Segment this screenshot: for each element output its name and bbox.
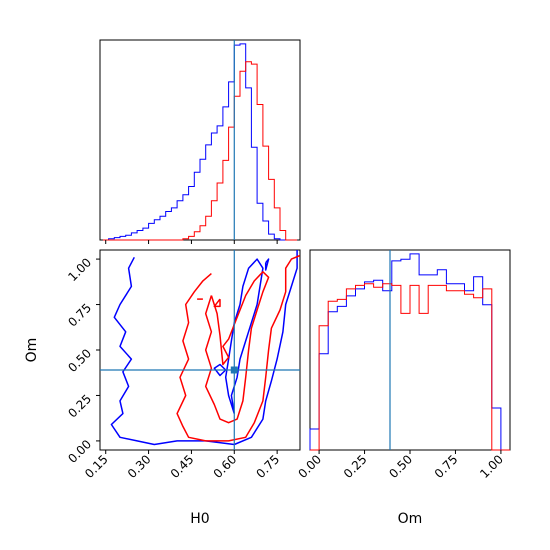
truth-point-marker [230,366,238,374]
contour-line-series_a [224,258,264,414]
contour-line-series_b [176,254,300,442]
x-tick-label: 0.75 [253,452,282,481]
x-tick-label: 0.30 [125,452,154,481]
contour-panel: 0.15 0.30 0.45 0.60 0.75 0.00 0.25 0.50 0.75 1.0… [65,249,301,481]
y-tick-label: 0.25 [65,392,94,421]
x-tick-label: 1.00 [477,452,506,481]
h0-histogram-ticks [105,240,278,244]
h0-histogram-panel [99,39,301,244]
histogram-series-series_a [102,43,298,241]
contour-lines-group [100,250,300,450]
x-axis-label-h0: H0 [190,511,209,527]
y-tick-label: 0.50 [65,346,94,375]
x-tick-label: 0.50 [386,452,415,481]
contour-line-series_b [204,271,270,424]
histogram-series-series_b [102,61,298,241]
histogram-series-series_b [310,283,510,451]
y-tick-label: 0.75 [65,301,94,330]
x-tick-label: 0.45 [168,452,197,481]
contour-line-series_a [213,363,227,377]
om-histogram-marks [309,250,510,451]
y-tick-label: 0.00 [65,437,94,466]
contour-y-ticks: 0.00 0.25 0.50 0.75 1.00 [65,255,100,466]
contour-line-series_a [264,258,270,271]
x-tick-label: 0.25 [341,452,370,481]
h0-histogram-frame [99,39,301,241]
y-axis-label-om: Om [24,338,40,363]
y-tick-label: 1.00 [65,255,94,284]
contour-line-series_a [110,250,298,446]
histogram-series-series_a [309,253,510,451]
om-histogram-frame [309,249,511,451]
contour-line-series_b [213,298,221,308]
x-tick-label: 0.60 [211,452,240,481]
x-axis-label-om: Om [398,511,423,527]
om-histogram-x-ticks: 0.00 0.25 0.50 0.75 1.00 [295,450,506,481]
x-tick-label: 0.00 [295,452,324,481]
x-tick-label: 0.75 [432,452,461,481]
contour-marks [100,250,300,450]
contour-x-ticks: 0.15 0.30 0.45 0.60 0.75 [82,450,282,481]
om-histogram-panel: 0.00 0.25 0.50 0.75 1.00 [295,249,511,481]
x-tick-label: 0.15 [82,452,111,481]
h0-histogram-marks [102,40,298,241]
